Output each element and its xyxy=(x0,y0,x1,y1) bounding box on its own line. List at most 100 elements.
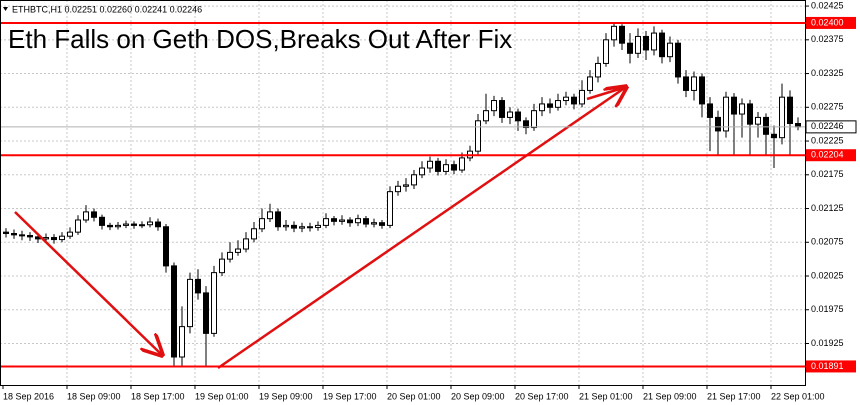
candle-body xyxy=(387,191,393,226)
candle-body xyxy=(67,231,73,237)
y-tick-label: 0.02275 xyxy=(811,102,844,112)
candle-body xyxy=(627,42,633,54)
candle-body xyxy=(427,160,433,169)
candle-body xyxy=(339,219,345,222)
candle-body xyxy=(515,111,521,122)
candle-body xyxy=(419,167,425,176)
last-price-label: 0.02246 xyxy=(811,121,844,131)
candle-body xyxy=(563,96,569,102)
candle-body xyxy=(779,96,785,139)
candle-body xyxy=(755,116,761,125)
y-tick-label: 0.02225 xyxy=(811,135,844,145)
x-tick-label: 21 Sep 17:00 xyxy=(707,391,761,401)
candle-body xyxy=(667,42,673,58)
candle-body xyxy=(203,292,209,334)
candle-body xyxy=(259,218,265,230)
x-tick-label: 21 Sep 01:00 xyxy=(579,391,633,401)
level-label: 0.02400 xyxy=(811,17,844,27)
y-tick-label: 0.02425 xyxy=(811,0,844,10)
candle-body xyxy=(131,223,137,226)
level-label: 0.01891 xyxy=(811,361,844,371)
candle-body xyxy=(99,216,105,226)
candle-body xyxy=(395,185,401,193)
candle-body xyxy=(491,100,497,112)
symbol-info: ETHBTC,H1 0.02251 0.02260 0.02241 0.0224… xyxy=(12,4,202,14)
candle-body xyxy=(11,232,17,236)
candle-body xyxy=(595,62,601,78)
candle-body xyxy=(363,218,369,225)
candle-body xyxy=(43,237,49,240)
candle-body xyxy=(499,100,505,118)
candle-body xyxy=(107,224,113,228)
candle-body xyxy=(571,96,577,105)
candle-body xyxy=(531,110,537,129)
candle-body xyxy=(707,103,713,118)
y-tick-label: 0.02075 xyxy=(811,237,844,247)
candle-body xyxy=(211,272,217,334)
y-tick-label: 0.02175 xyxy=(811,169,844,179)
info-triangle xyxy=(3,7,8,11)
candle-body xyxy=(539,103,545,112)
candle-body xyxy=(235,248,241,253)
plot-frame xyxy=(0,0,806,386)
candle-body xyxy=(435,160,441,172)
y-tick-label: 0.02375 xyxy=(811,34,844,44)
candle-body xyxy=(523,120,529,129)
candle-body xyxy=(115,224,121,228)
candle-body xyxy=(315,224,321,228)
candle-body xyxy=(403,184,409,187)
candle-body xyxy=(59,235,65,241)
candle-body xyxy=(379,222,385,226)
x-tick-label: 19 Sep 09:00 xyxy=(259,391,313,401)
candle-body xyxy=(459,157,465,171)
candle-body xyxy=(243,238,249,250)
arrow-stroke xyxy=(586,85,627,101)
candle-body xyxy=(371,222,377,225)
candle-body xyxy=(123,223,129,226)
x-tick-label: 21 Sep 09:00 xyxy=(643,391,697,401)
candle-body xyxy=(3,231,9,234)
candle-body xyxy=(299,226,305,229)
candle-body xyxy=(219,258,225,274)
candle-body xyxy=(75,219,81,233)
candle-body xyxy=(283,224,289,228)
x-tick-label: 19 Sep 01:00 xyxy=(195,391,249,401)
candle-body xyxy=(83,211,89,221)
up-arrow xyxy=(217,87,626,370)
candle-body xyxy=(619,25,625,44)
candle-body xyxy=(51,237,57,241)
candle-body xyxy=(347,219,353,224)
candle-body xyxy=(795,122,801,128)
candle-body xyxy=(411,174,417,186)
candle-body xyxy=(227,251,233,260)
candle-body xyxy=(643,35,649,51)
candle-body xyxy=(171,265,177,358)
candle-body xyxy=(163,226,169,267)
candle-body xyxy=(451,164,457,171)
candle-body xyxy=(675,42,681,78)
candle-body xyxy=(579,89,585,105)
candle-body xyxy=(739,103,745,115)
y-tick-label: 0.01975 xyxy=(811,304,844,314)
x-tick-label: 18 Sep 09:00 xyxy=(67,391,121,401)
candle-body xyxy=(691,76,697,91)
y-tick-label: 0.02325 xyxy=(811,68,844,78)
candle-body xyxy=(547,103,553,108)
chart-title: Eth Falls on Geth DOS,Breaks Out After F… xyxy=(8,24,512,54)
candle-body xyxy=(195,278,201,294)
candle-body xyxy=(723,96,729,132)
candle-body xyxy=(507,111,513,118)
candle-body xyxy=(443,164,449,172)
level-label: 0.02204 xyxy=(811,150,844,160)
y-tick-label: 0.02025 xyxy=(811,270,844,280)
level-label-box xyxy=(806,360,856,373)
x-tick-label: 19 Sep 17:00 xyxy=(323,391,377,401)
candle-body xyxy=(699,76,705,105)
candle-body xyxy=(587,76,593,91)
y-tick-label: 0.02125 xyxy=(811,203,844,213)
candle-body xyxy=(715,116,721,132)
x-tick-label: 22 Sep 01:00 xyxy=(771,391,825,401)
candle-body xyxy=(251,228,257,240)
candle-body xyxy=(331,218,337,222)
